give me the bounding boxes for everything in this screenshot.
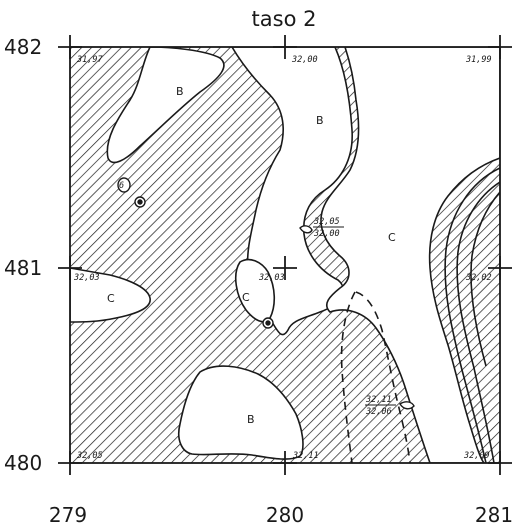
small-features [117,177,415,410]
layer-b-top-mid [231,47,353,336]
layer-b-bottom [177,365,304,460]
band-line-3 [470,191,500,367]
elev-lower-pair-top: 32,11 [365,395,392,405]
elev-top-mid: 32,00 [291,55,318,65]
grid-label-x-left: 279 [49,503,87,527]
band-line-2 [456,181,500,463]
elev-mid-left: 32,03 [73,273,100,283]
elev-lower-pair-bottom: 32,06 [365,407,392,417]
elev-bottom-mid: 32,11 [292,451,319,461]
layer-c-center-right [320,47,500,463]
layer-label-b-top-left: B [176,85,184,98]
layer-label-b-bottom: B [247,413,255,426]
dashed-boundary-left [340,291,356,463]
layer-label-c-left: C [107,292,115,305]
layer-label-c-center: C [242,291,250,304]
grid-label-x-right: 281 [475,503,513,527]
elev-upper-pair-bottom: 32,00 [313,229,340,239]
small-mark-label: 6 [119,181,124,191]
elev-top-right: 31,99 [465,55,492,65]
elev-bottom-right: 32,09 [463,451,490,461]
layer-label-b-top-mid: B [316,114,324,127]
elev-bottom-left: 32,05 [76,451,103,461]
grid-label-x-mid: 280 [266,503,304,527]
grid-label-y-top: 482 [4,35,42,59]
elev-mid-center: 32,03 [258,273,285,283]
grid-crosses [58,35,512,475]
elev-top-left: 31,97 [76,55,103,65]
layer-b-top-left [106,47,225,164]
band-line-1 [444,167,500,463]
grid-label-y-bottom: 480 [4,451,42,475]
grid-label-y-mid: 481 [4,256,42,280]
layer-label-c-right: C [388,231,396,244]
elev-upper-pair-top: 32,05 [313,217,340,227]
dashed-boundary-right [355,291,411,463]
elev-mid-right: 32,02 [465,273,492,283]
plan-title: taso 2 [252,7,317,31]
layer-c-left [70,267,151,323]
